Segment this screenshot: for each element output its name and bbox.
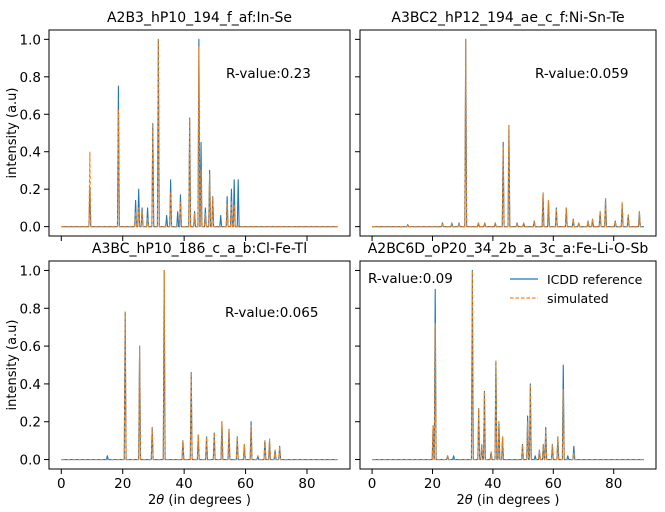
x-tick-label: 40 xyxy=(484,476,501,492)
r-value-annotation: R-value:0.059 xyxy=(535,66,628,82)
series-simulated-line xyxy=(61,38,338,228)
chart-title: A3BC_hP10_186_c_a_b:Cl-Fe-Tl xyxy=(92,241,307,257)
x-tick-label: 60 xyxy=(237,476,254,492)
axes-frame xyxy=(359,260,657,470)
chart-title: A3BC2_hP12_194_ae_c_f:Ni-Sn-Te xyxy=(391,10,624,26)
y-tick-label: 0.0 xyxy=(20,453,41,469)
x-axis-label: 2θ (in degrees ) xyxy=(457,493,560,508)
legend-label-reference: ICDD reference xyxy=(547,272,643,287)
panel-3: A3BC_hP10_186_c_a_b:Cl-Fe-Tl 0.0 0.2 0.4 0.6… xyxy=(5,241,351,508)
x-tick-label: 20 xyxy=(424,476,441,492)
x-tick-label: 0 xyxy=(368,476,377,492)
r-value-annotation: R-value:0.065 xyxy=(225,305,318,321)
y-axis-label: intensity (a.u) xyxy=(5,320,20,411)
y-axis-label: intensity (a.u) xyxy=(5,88,20,179)
chart-title: A2BC6D_oP20_34_2b_a_3c_a:Fe-Li-O-Sb xyxy=(368,241,649,257)
x-tick-label: 60 xyxy=(545,476,562,492)
x-tick-label: 20 xyxy=(114,476,131,492)
y-tick-label: 1.0 xyxy=(20,263,41,279)
x-tick-label: 0 xyxy=(57,476,66,492)
x-tick-label: 80 xyxy=(605,476,622,492)
x-tick-label: 40 xyxy=(176,476,193,492)
series-simulated-line xyxy=(372,38,644,228)
x-tick-label: 80 xyxy=(298,476,315,492)
y-tick-label: 0.8 xyxy=(20,301,41,317)
y-tick-label: 0.2 xyxy=(20,182,41,198)
y-tick-label: 0.4 xyxy=(20,145,41,161)
axes-frame xyxy=(359,29,657,237)
x-axis-label: 2θ (in degrees ) xyxy=(148,493,251,508)
y-tick-label: 0.8 xyxy=(20,70,41,86)
y-tick-label: 0.4 xyxy=(20,377,41,393)
panel-2: A3BC2_hP12_194_ae_c_f:Ni-Sn-Te R-value:0.… xyxy=(355,10,657,241)
series-simulated-line xyxy=(372,269,644,461)
y-tick-label: 0.6 xyxy=(20,339,41,355)
y-tick-label: 0.2 xyxy=(20,415,41,431)
r-value-annotation: R-value:0.09 xyxy=(368,271,453,287)
axes-frame xyxy=(48,260,351,470)
y-tick-label: 0.0 xyxy=(20,220,41,236)
series-reference-line xyxy=(61,269,338,461)
panel-1: A2B3_hP10_194_f_af:In-Se 0.0 0.2 0.4 0.6 0.8 1… xyxy=(5,10,351,241)
y-tick-label: 1.0 xyxy=(20,32,41,48)
panel-4: A2BC6D_oP20_34_2b_a_3c_a:Fe-Li-O-Sb 0 20 40… xyxy=(355,241,657,508)
legend-label-simulated: simulated xyxy=(547,291,609,306)
y-tick-label: 0.6 xyxy=(20,107,41,123)
axes-frame xyxy=(48,29,351,237)
series-simulated-line xyxy=(61,269,338,461)
r-value-annotation: R-value:0.23 xyxy=(226,66,311,82)
chart-title: A2B3_hP10_194_f_af:In-Se xyxy=(107,10,292,26)
legend: ICDD reference simulated xyxy=(510,272,643,306)
